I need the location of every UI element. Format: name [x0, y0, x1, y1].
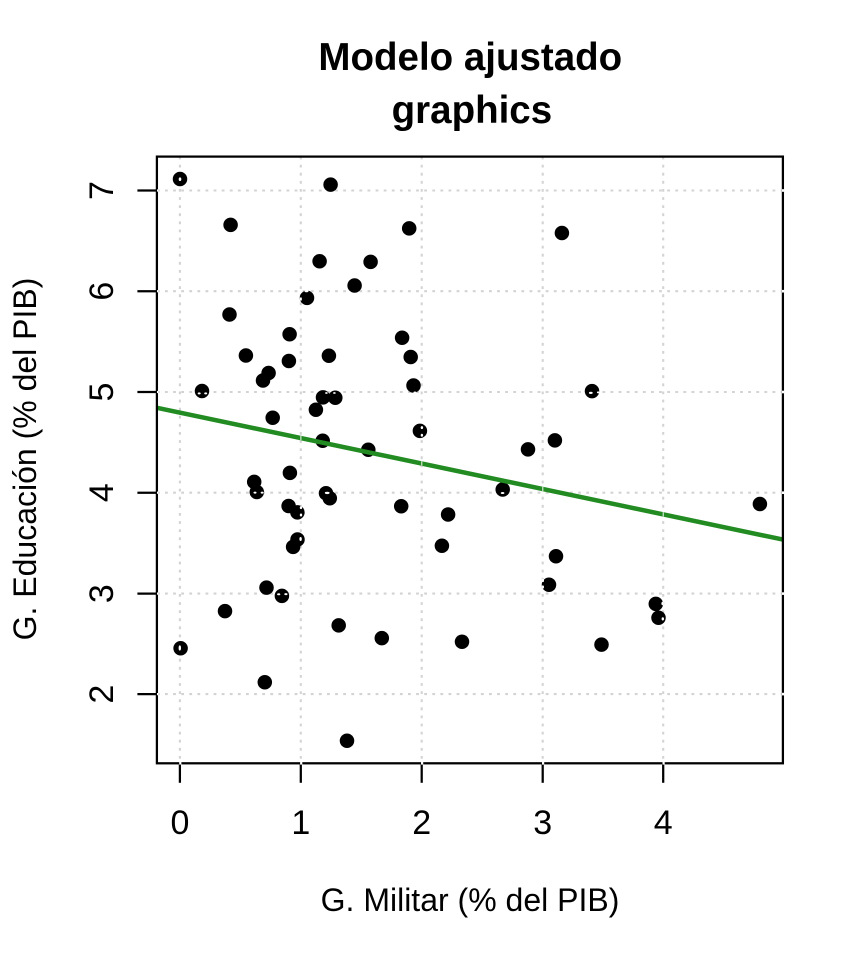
- svg-text:6: 6: [83, 282, 121, 301]
- svg-text:4: 4: [83, 483, 121, 502]
- svg-text:3: 3: [83, 584, 121, 603]
- svg-text:2: 2: [83, 685, 121, 704]
- svg-text:4: 4: [654, 804, 673, 842]
- svg-text:0: 0: [170, 804, 189, 842]
- svg-text:G. Militar (% del PIB): G. Militar (% del PIB): [321, 882, 620, 918]
- svg-text:Modelo ajustado: Modelo ajustado: [318, 36, 622, 79]
- svg-text:3: 3: [533, 804, 552, 842]
- svg-text:5: 5: [83, 383, 121, 402]
- svg-text:G. Educación (% del PIB): G. Educación (% del PIB): [7, 278, 43, 641]
- svg-text:2: 2: [412, 804, 431, 842]
- svg-text:graphics: graphics: [392, 89, 552, 132]
- svg-text:7: 7: [83, 181, 121, 200]
- svg-text:1: 1: [291, 804, 310, 842]
